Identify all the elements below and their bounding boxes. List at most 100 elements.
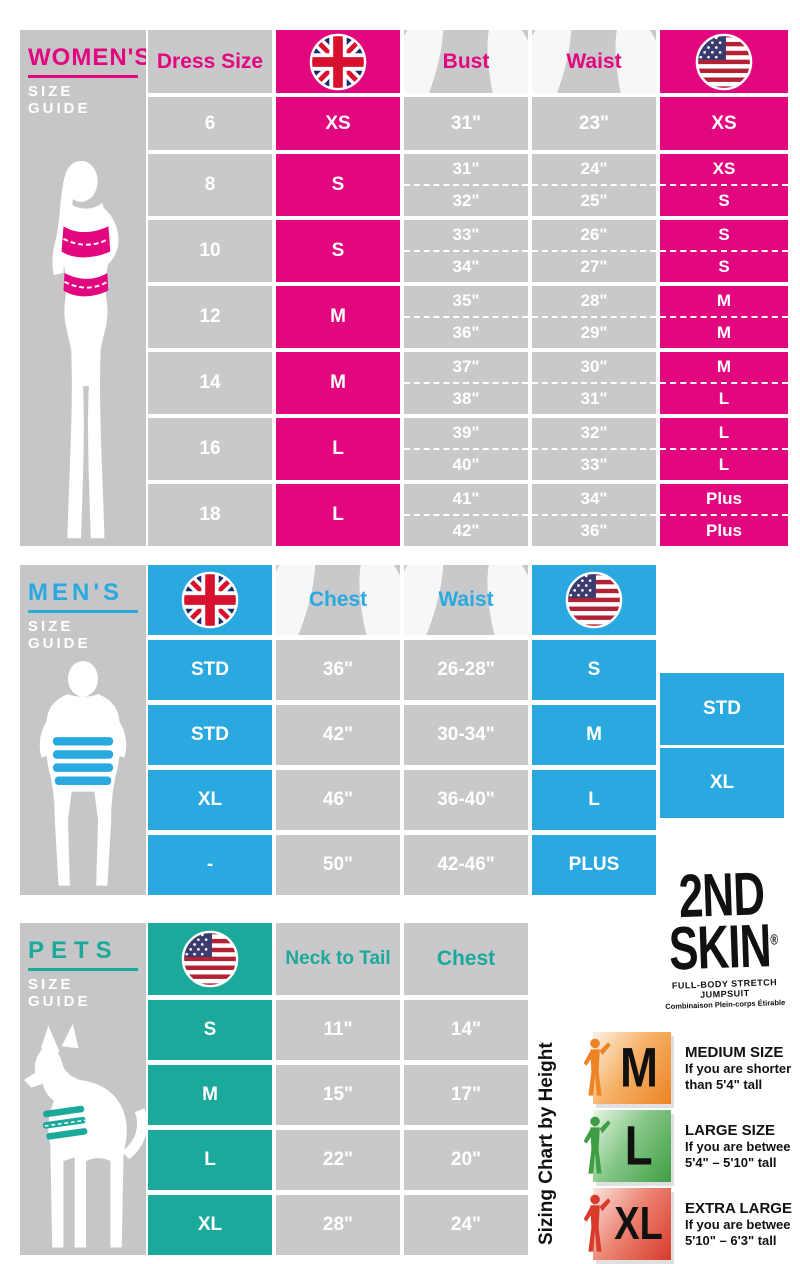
cell-top: S — [660, 220, 788, 252]
height-item-line2: 5'4" – 5'10" tall — [685, 1154, 777, 1170]
table-cell: XS — [660, 97, 788, 150]
table-cell: 36-40" — [404, 770, 528, 830]
cell-bottom: Plus — [706, 521, 742, 540]
dog-silhouette-icon — [23, 1023, 146, 1248]
cell-top: M — [660, 286, 788, 318]
table-cell: 24" — [404, 1195, 528, 1255]
height-item-large: L LARGE SIZE If you are betwee 5'4" – 5'… — [583, 1110, 800, 1182]
table-cell: 30-34" — [404, 705, 528, 765]
medium-size-box: M — [583, 1032, 671, 1104]
womens-table: Dress Size Bust Waist — [148, 30, 788, 546]
size-letter: M — [619, 1037, 658, 1099]
height-item-line1: If you are betwee — [685, 1138, 791, 1154]
table-cell: 14 — [148, 352, 272, 414]
cell-top: L — [660, 418, 788, 450]
height-item-extra-large: XL EXTRA LARGE If you are betwee 5'10" –… — [583, 1188, 800, 1260]
height-item-text: LARGE SIZE If you are betwee 5'4" – 5'10… — [685, 1122, 800, 1171]
table-cell: 16 — [148, 418, 272, 480]
cell-bottom: 31" — [580, 389, 608, 408]
mens-header-us — [532, 565, 656, 635]
cell-top: 28" — [532, 286, 656, 318]
pets-subtitle: SIZE GUIDE — [28, 976, 91, 1010]
brand-logo: 2ND SKIN® FULL-BODY STRETCH JUMPSUIT Com… — [646, 859, 800, 1011]
table-cell: M — [276, 286, 400, 348]
table-cell: 37" 38" — [404, 352, 528, 414]
womens-sidebar: WOMEN'S SIZE GUIDE — [20, 30, 146, 546]
table-cell: 32" 33" — [532, 418, 656, 480]
mens-header-uk — [148, 565, 272, 635]
extra-large-size-box: XL — [583, 1188, 671, 1260]
table-cell: 12 — [148, 286, 272, 348]
table-cell: XS — [276, 97, 400, 150]
brand-line2: SKIN® — [667, 911, 778, 984]
table-cell: 35" 36" — [404, 286, 528, 348]
height-item-text: MEDIUM SIZE If you are shorter than 5'4"… — [685, 1044, 800, 1093]
cell-top: M — [660, 352, 788, 384]
mens-header-chest: Chest — [276, 565, 400, 635]
cell-top: 24" — [532, 154, 656, 186]
table-cell: 10 — [148, 220, 272, 282]
table-cell: L — [276, 484, 400, 546]
table-cell: L — [276, 418, 400, 480]
table-cell: Plus Plus — [660, 484, 788, 546]
table-cell: XS S — [660, 154, 788, 216]
height-item-line2: 5'10" – 6'3" tall — [685, 1232, 777, 1248]
uk-flag-icon — [309, 33, 367, 90]
table-cell: 30" 31" — [532, 352, 656, 414]
table-cell: S — [532, 640, 656, 700]
womens-header-waist: Waist — [532, 30, 656, 93]
man-silhouette-icon — [39, 660, 127, 886]
table-cell: 15" — [276, 1065, 400, 1125]
mens-title: MEN'S — [28, 579, 138, 613]
cell-bottom: 25" — [580, 191, 608, 210]
table-cell: 33" 34" — [404, 220, 528, 282]
table-cell: 17" — [404, 1065, 528, 1125]
mens-header-waist: Waist — [404, 565, 528, 635]
us-flag-icon — [695, 33, 753, 90]
pets-header-us — [148, 923, 272, 995]
cell-bottom: 36" — [452, 323, 480, 342]
pets-header-chest: Chest — [404, 923, 528, 995]
height-item-title: EXTRA LARGE — [685, 1199, 792, 1217]
table-cell: 42-46" — [404, 835, 528, 895]
height-item-line1: If you are betwee — [685, 1216, 791, 1232]
person-figure-icon — [583, 1116, 611, 1174]
pets-title: PETS — [28, 937, 138, 971]
womens-subtitle: SIZE GUIDE — [28, 83, 91, 117]
table-cell: 31" 32" — [404, 154, 528, 216]
height-item-line1: If you are shorter — [685, 1060, 792, 1076]
table-cell: S — [276, 154, 400, 216]
person-figure-icon — [583, 1038, 611, 1096]
cell-bottom: 32" — [452, 191, 480, 210]
cell-bottom: 42" — [452, 521, 480, 540]
us-flag-icon — [565, 571, 623, 629]
woman-silhouette-icon — [52, 160, 119, 539]
mens-sidebar: MEN'S SIZE GUIDE — [20, 565, 146, 895]
cell-top: 30" — [532, 352, 656, 384]
table-cell: XL — [148, 770, 272, 830]
table-cell: 24" 25" — [532, 154, 656, 216]
womens-header-uk — [276, 30, 400, 93]
height-chart-vertical-label: Sizing Chart by Height — [536, 1042, 557, 1246]
table-cell: 41" 42" — [404, 484, 528, 546]
cell-bottom: 40" — [452, 455, 480, 474]
cell-top: Plus — [660, 484, 788, 516]
table-cell: 36" — [276, 640, 400, 700]
cell-top: 34" — [532, 484, 656, 516]
cell-top: 37" — [404, 352, 528, 384]
table-cell: 46" — [276, 770, 400, 830]
height-item-text: EXTRA LARGE If you are betwee 5'10" – 6'… — [685, 1200, 800, 1249]
cell-top: 26" — [532, 220, 656, 252]
cell-bottom: 29" — [580, 323, 608, 342]
height-item-medium: M MEDIUM SIZE If you are shorter than 5'… — [583, 1032, 800, 1104]
cell-top: 39" — [404, 418, 528, 450]
table-cell: L — [148, 1130, 272, 1190]
table-cell: STD — [148, 640, 272, 700]
pets-header-neck-to-tail: Neck to Tail — [276, 923, 400, 995]
cell-top: 32" — [532, 418, 656, 450]
mens-table: Chest Waist STD 36" 26-28" S STD 42" 30-… — [148, 565, 656, 895]
table-cell: 8 — [148, 154, 272, 216]
cell-bottom: 33" — [580, 455, 608, 474]
